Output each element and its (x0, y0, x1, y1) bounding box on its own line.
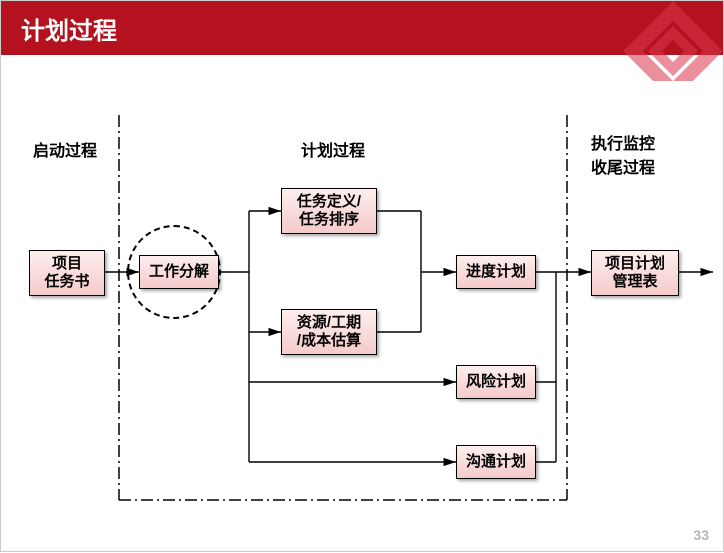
node-risk-plan: 风险计划 (456, 365, 536, 399)
node-label: 沟通计划 (466, 453, 526, 471)
node-label: 任务定义/ 任务排序 (297, 193, 361, 229)
slide-title: 计划过程 (21, 11, 117, 46)
phase-label-exec: 执行监控 收尾过程 (591, 130, 655, 178)
node-label: 工作分解 (149, 263, 209, 281)
diagram-canvas: 启动过程 计划过程 执行监控 收尾过程 项目 任务书 工作分解 任务定义/ 任务… (1, 55, 724, 553)
node-resource-duration-cost: 资源/工期 /成本估算 (281, 309, 377, 355)
slide-header: 计划过程 (1, 1, 723, 55)
node-communication-plan: 沟通计划 (456, 445, 536, 479)
node-label: 项目计划 管理表 (605, 255, 665, 291)
header-logo-icon (603, 0, 723, 81)
page-number: 33 (693, 527, 709, 543)
node-label: 项目 任务书 (44, 255, 89, 291)
node-project-plan-mgmt-table: 项目计划 管理表 (591, 250, 679, 296)
node-task-define-sort: 任务定义/ 任务排序 (281, 188, 377, 234)
phase-label-plan: 计划过程 (301, 137, 365, 161)
node-label: 风险计划 (466, 373, 526, 391)
node-schedule-plan: 进度计划 (456, 255, 536, 289)
node-label: 资源/工期 /成本估算 (297, 314, 361, 350)
node-project-task-book: 项目 任务书 (29, 250, 105, 296)
node-label: 进度计划 (466, 263, 526, 281)
phase-label-start: 启动过程 (33, 137, 97, 161)
node-work-breakdown: 工作分解 (139, 255, 219, 289)
